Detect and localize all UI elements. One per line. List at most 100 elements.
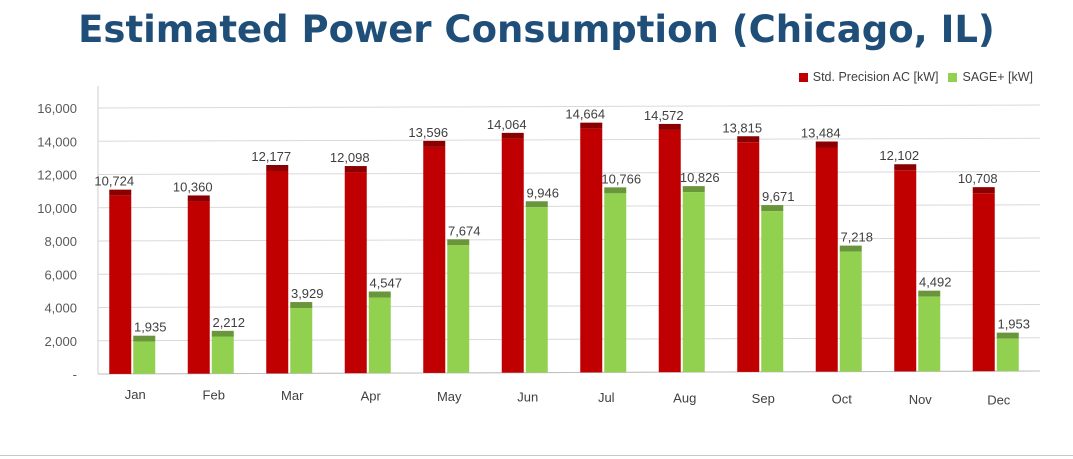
std-ac-bar	[737, 142, 760, 372]
gridline	[97, 237, 1041, 242]
y-tick-label: 10,000	[37, 201, 77, 216]
sage-bar-top	[682, 186, 705, 193]
std-ac-bar	[972, 193, 995, 372]
std-ac-data-label: 10,724	[94, 174, 134, 189]
std-ac-data-label: 12,177	[251, 149, 291, 164]
std-ac-bar	[187, 201, 210, 374]
sage-data-label: 4,492	[919, 275, 952, 290]
sage-bar-top	[211, 330, 234, 337]
sage-bar-top	[996, 332, 1019, 339]
sage-data-label: 7,674	[448, 223, 481, 238]
sage-bar	[996, 338, 1019, 372]
sage-data-label: 4,547	[369, 276, 402, 291]
std-ac-bar-top	[344, 166, 367, 173]
sage-data-label: 2,212	[212, 315, 245, 330]
std-ac-bar-top	[187, 195, 210, 202]
x-tick-label: Apr	[361, 389, 382, 404]
std-ac-bar	[423, 146, 446, 373]
x-tick-label: Aug	[673, 391, 696, 406]
sage-bar-top	[918, 290, 941, 297]
x-tick-label: Jan	[125, 387, 146, 402]
sage-data-label: 3,929	[291, 286, 324, 301]
std-ac-bar-top	[501, 132, 524, 139]
std-ac-data-label: 12,098	[330, 150, 370, 165]
legend-item-std-ac: Std. Precision AC [kW]	[798, 70, 939, 84]
std-ac-bar-top	[894, 164, 917, 171]
y-tick-label: 8,000	[44, 234, 77, 249]
sage-data-label: 10,826	[680, 170, 720, 185]
gridline	[97, 171, 1041, 175]
sage-bar-top	[447, 239, 470, 246]
gridline	[97, 104, 1041, 109]
sage-bar	[368, 297, 391, 374]
std-ac-bar-top	[737, 136, 760, 143]
sage-data-label: 1,953	[997, 317, 1030, 332]
sage-bar	[918, 296, 941, 372]
std-ac-bar	[344, 172, 367, 374]
sage-bar	[682, 192, 705, 373]
std-ac-bar	[658, 129, 681, 373]
sage-data-label: 9,946	[526, 185, 559, 200]
std-ac-bar-top	[972, 187, 995, 194]
legend: Std. Precision AC [kW] SAGE+ [kW]	[798, 70, 1033, 84]
sage-bar	[211, 336, 234, 374]
x-tick-label: Sep	[752, 391, 775, 406]
gridline	[97, 204, 1041, 209]
sage-data-label: 1,935	[134, 320, 167, 335]
std-ac-bar	[815, 147, 838, 372]
sage-bar	[290, 308, 313, 374]
std-ac-data-label: 10,708	[958, 171, 998, 186]
std-ac-bar	[894, 170, 917, 372]
gridline	[97, 337, 1041, 342]
x-tick-label: Nov	[909, 392, 933, 407]
legend-swatch-sage	[948, 72, 958, 82]
y-tick-label: 6,000	[44, 267, 77, 282]
x-tick-label: May	[437, 389, 462, 404]
std-ac-bar-top	[580, 122, 603, 129]
std-ac-bar-top	[423, 140, 446, 147]
sage-bar-top	[525, 201, 548, 208]
legend-item-sage: SAGE+ [kW]	[948, 70, 1033, 84]
y-tick-label: 14,000	[37, 134, 77, 149]
std-ac-bar	[109, 195, 132, 374]
x-axis-line	[97, 370, 1041, 375]
x-tick-label: Jul	[598, 390, 615, 405]
sage-bar-top	[839, 245, 862, 252]
std-ac-data-label: 14,572	[644, 108, 684, 123]
sage-bar	[839, 251, 862, 372]
std-ac-data-label: 13,596	[408, 125, 448, 140]
y-tick-label: 12,000	[37, 168, 77, 183]
bottom-divider	[0, 455, 1073, 456]
std-ac-data-label: 13,484	[801, 126, 841, 141]
x-tick-label: Feb	[203, 388, 225, 403]
y-tick-label: -	[73, 367, 77, 382]
std-ac-data-label: 12,102	[879, 148, 919, 163]
sage-bar-top	[368, 291, 391, 298]
y-tick-label: 16,000	[37, 101, 77, 116]
sage-bar	[447, 245, 470, 373]
y-tick-label: 2,000	[44, 334, 77, 349]
sage-data-label: 10,766	[601, 171, 641, 186]
std-ac-bar-top	[815, 141, 838, 148]
sage-bar-top	[604, 187, 627, 194]
legend-label-std-ac: Std. Precision AC [kW]	[812, 70, 939, 84]
std-ac-data-label: 14,664	[565, 107, 605, 122]
std-ac-bar	[266, 170, 289, 374]
gridline	[97, 304, 1041, 308]
x-tick-label: Oct	[832, 392, 853, 407]
chart-title: Estimated Power Consumption (Chicago, IL…	[78, 8, 995, 51]
x-tick-label: Jun	[517, 390, 538, 405]
sage-bar-top	[290, 302, 313, 309]
std-ac-data-label: 10,360	[173, 179, 213, 194]
gridline	[97, 137, 1041, 142]
legend-swatch-std-ac	[798, 72, 808, 82]
y-tick-label: 4,000	[44, 301, 77, 316]
std-ac-bar-top	[266, 164, 289, 171]
sage-data-label: 9,671	[762, 189, 795, 204]
sage-bar	[525, 207, 548, 373]
std-ac-bar	[501, 138, 524, 373]
sage-bar	[133, 341, 156, 374]
std-ac-bar	[580, 128, 603, 373]
std-ac-bar-top	[658, 123, 681, 130]
std-ac-data-label: 14,064	[487, 117, 527, 132]
